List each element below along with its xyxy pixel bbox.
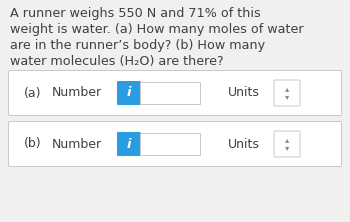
Text: (b): (b) — [24, 137, 42, 151]
Text: i: i — [127, 87, 131, 99]
FancyBboxPatch shape — [140, 82, 200, 104]
Text: Number: Number — [52, 87, 102, 99]
Text: Units: Units — [228, 87, 260, 99]
Text: are in the runner’s body? (b) How many: are in the runner’s body? (b) How many — [10, 39, 265, 52]
FancyBboxPatch shape — [274, 80, 300, 106]
FancyBboxPatch shape — [117, 132, 141, 156]
Text: i: i — [127, 137, 131, 151]
Text: weight is water. (a) How many moles of water: weight is water. (a) How many moles of w… — [10, 23, 304, 36]
FancyBboxPatch shape — [140, 133, 200, 155]
Text: A runner weighs 550 N and 71% of this: A runner weighs 550 N and 71% of this — [10, 7, 261, 20]
Text: water molecules (H₂O) are there?: water molecules (H₂O) are there? — [10, 55, 224, 68]
FancyBboxPatch shape — [8, 71, 342, 115]
Text: Units: Units — [228, 137, 260, 151]
Text: ▴: ▴ — [285, 135, 289, 145]
Text: ▴: ▴ — [285, 85, 289, 93]
Text: ▾: ▾ — [285, 93, 289, 101]
Text: Number: Number — [52, 137, 102, 151]
Text: ▾: ▾ — [285, 143, 289, 153]
FancyBboxPatch shape — [8, 121, 342, 166]
Text: (a): (a) — [24, 87, 42, 99]
FancyBboxPatch shape — [117, 81, 141, 105]
FancyBboxPatch shape — [274, 131, 300, 157]
